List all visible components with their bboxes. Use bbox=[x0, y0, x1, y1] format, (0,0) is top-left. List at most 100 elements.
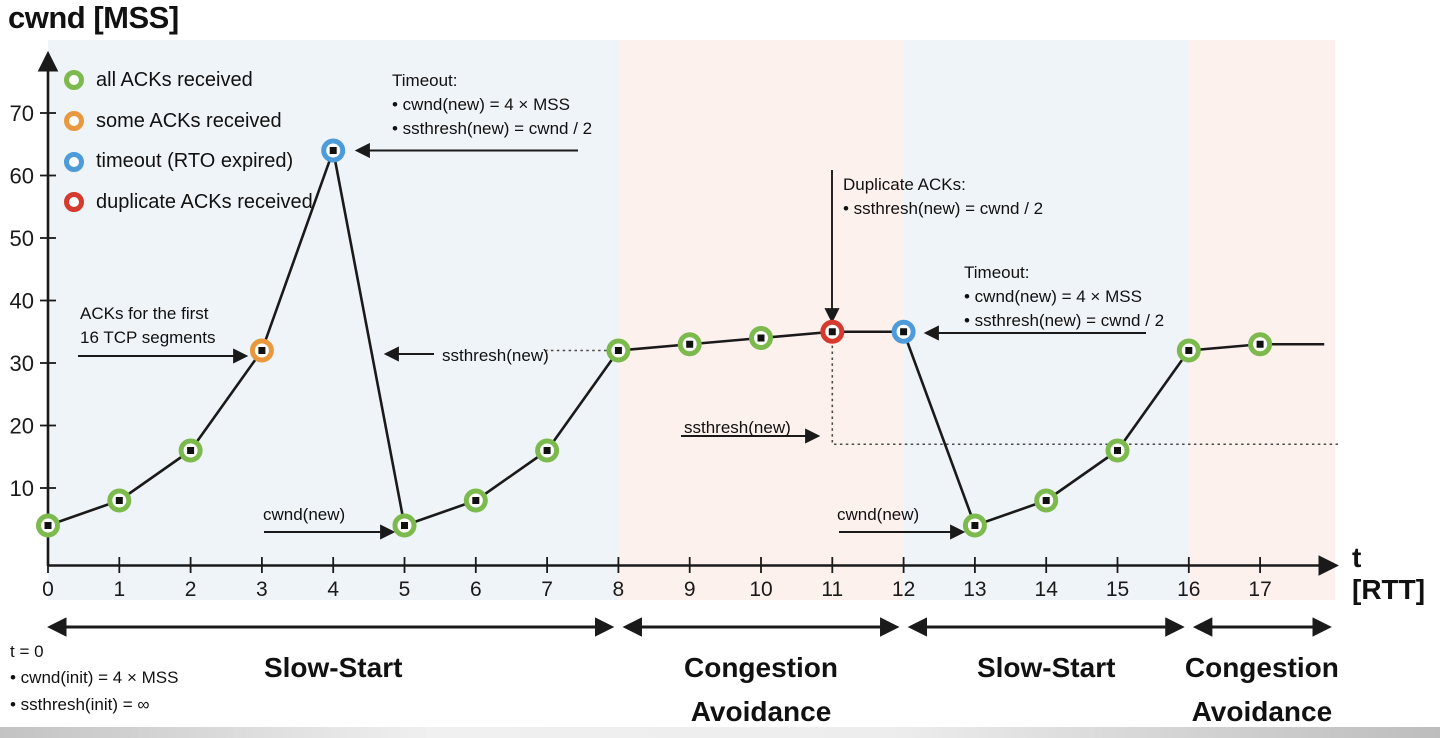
data-point-t11-dup-acks bbox=[820, 319, 845, 344]
annotation-line: • cwnd(new) = 4 × MSS bbox=[392, 94, 570, 114]
ssthresh-guide-2 bbox=[831, 339, 1340, 446]
x-tick-label-3: 3 bbox=[256, 578, 268, 601]
label-ssthresh-new-1: ssthresh(new) bbox=[442, 346, 549, 365]
legend-label: timeout (RTO expired) bbox=[96, 150, 294, 173]
data-point-t3-some-acks bbox=[249, 338, 274, 363]
phase-region-1 bbox=[48, 40, 619, 600]
point-square-marker bbox=[1256, 340, 1264, 348]
data-point-t2-all-acks bbox=[178, 438, 203, 463]
y-tick-label-30: 30 bbox=[10, 351, 34, 376]
x-tick-label-2: 2 bbox=[185, 578, 197, 601]
legend-label: duplicate ACKs received bbox=[96, 190, 313, 213]
legend-label: all ACKs received bbox=[96, 68, 253, 91]
y-tick-label-60: 60 bbox=[10, 164, 34, 189]
y-tick-label-50: 50 bbox=[10, 226, 34, 251]
point-square-marker bbox=[472, 497, 480, 504]
data-point-t12-timeout bbox=[891, 319, 916, 344]
x-tick-label-9: 9 bbox=[684, 578, 696, 601]
data-point-t4-timeout bbox=[321, 138, 346, 163]
point-square-marker bbox=[543, 447, 551, 454]
point-square-marker bbox=[1042, 497, 1050, 504]
point-square-marker bbox=[900, 328, 908, 336]
annotation-duplicate-acks: Duplicate ACKs: • ssthresh(new) = cwnd /… bbox=[843, 173, 1043, 221]
phase-label-slow-start-1: Slow-Start bbox=[263, 652, 403, 683]
x-tick-label-1: 1 bbox=[113, 578, 125, 601]
legend-item-all-acks: all ACKs received bbox=[64, 60, 313, 101]
point-square-marker bbox=[401, 522, 408, 529]
data-point-t15-all-acks bbox=[1105, 438, 1130, 463]
point-square-marker bbox=[686, 340, 694, 348]
label-cwnd-new-2: cwnd(new) bbox=[837, 505, 920, 524]
annotation-arrows bbox=[78, 142, 1146, 540]
x-tick-label-16: 16 bbox=[1177, 578, 1200, 601]
phase-label-congestion-avoidance-2: Congestion Avoidance bbox=[684, 652, 838, 728]
init-line: • ssthresh(init) = ∞ bbox=[10, 694, 150, 714]
y-tick-label-20: 20 bbox=[10, 414, 34, 439]
point-square-marker bbox=[1114, 447, 1121, 454]
point-square-marker bbox=[258, 347, 266, 354]
point-square-marker bbox=[614, 347, 622, 354]
annotation-line: 16 TCP segments bbox=[80, 327, 216, 347]
x-tick-label-5: 5 bbox=[399, 578, 411, 601]
data-point-t9-all-acks bbox=[677, 332, 702, 357]
x-tick-label-4: 4 bbox=[327, 578, 339, 601]
phase-region-2 bbox=[618, 40, 904, 600]
x-tick-label-15: 15 bbox=[1106, 578, 1129, 601]
data-point-t6-all-acks bbox=[463, 488, 488, 513]
y-tick-label-70: 70 bbox=[10, 101, 34, 126]
data-point-t16-all-acks bbox=[1176, 338, 1201, 363]
init-line: • cwnd(init) = 4 × MSS bbox=[10, 668, 179, 688]
x-tick-label-7: 7 bbox=[541, 578, 553, 601]
annotation-line: • ssthresh(new) = cwnd / 2 bbox=[964, 310, 1165, 330]
legend-item-timeout: timeout (RTO expired) bbox=[64, 141, 313, 182]
label-cwnd-new-1: cwnd(new) bbox=[263, 505, 346, 524]
init-line: t = 0 bbox=[10, 642, 44, 661]
x-tick-label-6: 6 bbox=[470, 578, 482, 601]
y-tick-label-40: 40 bbox=[10, 289, 34, 314]
data-point-t5-all-acks bbox=[392, 513, 417, 538]
annotation-acks-first: ACKs for the first 16 TCP segments bbox=[80, 302, 215, 350]
annotation-title: Timeout: bbox=[392, 71, 458, 90]
phase-label-slow-start-3: Slow-Start bbox=[976, 652, 1116, 683]
x-tick-label-13: 13 bbox=[963, 578, 986, 601]
data-point-t14-all-acks bbox=[1034, 488, 1059, 513]
x-tick-label-0: 0 bbox=[42, 578, 54, 601]
point-square-marker bbox=[329, 147, 337, 154]
data-point-t10-all-acks bbox=[749, 326, 773, 350]
chart-title: cwnd [MSS] bbox=[8, 0, 179, 35]
x-tick-label-14: 14 bbox=[1035, 578, 1059, 601]
data-point-t7-all-acks bbox=[535, 438, 560, 463]
data-point-t8-all-acks bbox=[606, 338, 631, 363]
annotation-timeout-1: Timeout: • cwnd(new) = 4 × MSS • ssthres… bbox=[392, 69, 592, 140]
annotation-title: Duplicate ACKs: bbox=[843, 175, 966, 194]
data-point-t1-all-acks bbox=[107, 488, 132, 513]
phase-region-4 bbox=[1188, 40, 1335, 600]
legend: all ACKs received some ACKs received timeo… bbox=[64, 60, 313, 223]
point-square-marker bbox=[828, 328, 836, 336]
video-progress-bar[interactable] bbox=[0, 727, 1440, 738]
label-ssthresh-new-2: ssthresh(new) bbox=[684, 418, 791, 437]
point-square-marker bbox=[757, 334, 765, 342]
phase-label-congestion-avoidance-4: Congestion Avoidance bbox=[1184, 652, 1339, 728]
x-tick-label-12: 12 bbox=[892, 578, 915, 601]
point-square-marker bbox=[1185, 347, 1193, 354]
point-square-marker bbox=[187, 447, 195, 454]
annotation-line: • cwnd(new) = 4 × MSS bbox=[964, 286, 1142, 306]
some-acks-ring-icon bbox=[64, 111, 84, 132]
annotation-line: • ssthresh(new) = cwnd / 2 bbox=[843, 198, 1044, 218]
data-point-t0-all-acks bbox=[36, 513, 60, 538]
x-tick-label-11: 11 bbox=[821, 578, 843, 601]
point-square-marker bbox=[44, 522, 52, 529]
dup-acks-ring-icon bbox=[64, 192, 84, 213]
all-acks-ring-icon bbox=[64, 70, 84, 91]
annotation-line: • ssthresh(new) = cwnd / 2 bbox=[392, 118, 593, 138]
annotation-line: ACKs for the first bbox=[80, 304, 209, 323]
legend-label: some ACKs received bbox=[96, 109, 282, 132]
point-square-marker bbox=[971, 522, 979, 529]
data-point-t13-all-acks bbox=[962, 513, 987, 538]
legend-item-some-acks: some ACKs received bbox=[64, 101, 313, 142]
timeout-ring-icon bbox=[64, 151, 84, 172]
legend-item-dup-acks: duplicate ACKs received bbox=[64, 182, 313, 223]
